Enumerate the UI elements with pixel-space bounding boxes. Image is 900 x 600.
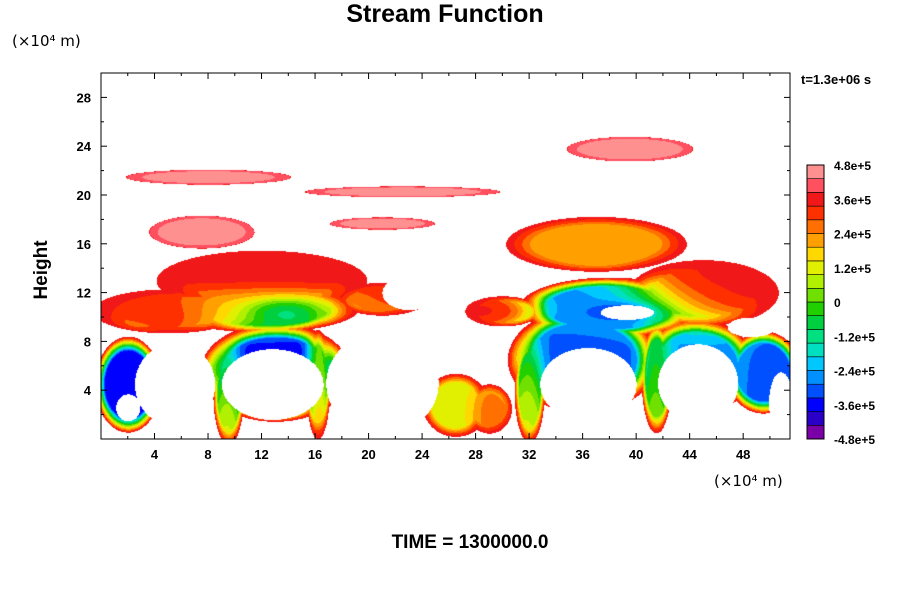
- colorbar-swatch: [806, 370, 825, 385]
- y-tick-label: 12: [77, 286, 91, 301]
- colorbar-tick-label: -1.2e+5: [834, 330, 875, 344]
- colorbar-tick-label: 0: [834, 296, 841, 310]
- colorbar-tick-label: -4.8e+5: [834, 433, 875, 447]
- y-tick-label: 20: [77, 188, 91, 203]
- stream-function-field: [101, 73, 790, 439]
- x-tick-label: 12: [254, 447, 268, 462]
- colorbar-swatch: [806, 205, 825, 221]
- colorbar-tick-label: -3.6e+5: [834, 399, 875, 413]
- x-tick-label: 16: [308, 447, 322, 462]
- colorbar-swatch: [806, 315, 825, 330]
- colorbar-swatch: [806, 397, 825, 412]
- y-tick-label: 16: [77, 237, 91, 252]
- plot-frame: [100, 72, 791, 440]
- colorbar-tick-label: 2.4e+5: [834, 228, 871, 242]
- colorbar-swatch: [806, 219, 825, 234]
- x-tick-label: 28: [468, 447, 482, 462]
- colorbar-swatch: [806, 287, 825, 303]
- x-tick-label: 32: [522, 447, 536, 462]
- colorbar-tick-label: -2.4e+5: [834, 365, 875, 379]
- x-unit-label: (×10⁴ m): [714, 472, 783, 490]
- colorbar-swatch: [806, 301, 825, 316]
- colorbar-swatch: [806, 356, 825, 371]
- colorbar-frame: [806, 164, 825, 440]
- y-tick-label: 4: [84, 383, 92, 398]
- x-tick-label: 36: [575, 447, 589, 462]
- colorbar-swatch: [806, 246, 825, 262]
- time-footer: TIME = 1300000.0: [391, 532, 549, 553]
- y-tick-label: 28: [77, 90, 91, 105]
- chart-title: Stream Function: [346, 0, 544, 28]
- x-tick-label: 8: [204, 447, 211, 462]
- x-tick-label: 4: [151, 447, 159, 462]
- x-tick-label: 48: [736, 447, 750, 462]
- colorbar-swatch: [806, 178, 825, 193]
- x-tick-label: 20: [361, 447, 375, 462]
- colorbar-swatch: [806, 342, 825, 358]
- y-tick-label: 24: [77, 139, 92, 154]
- colorbar-swatch: [806, 383, 825, 399]
- colorbar-swatch: [806, 233, 825, 248]
- colorbar-swatch: [806, 329, 825, 344]
- colorbar-swatch: [806, 411, 825, 426]
- x-tick-label: 24: [415, 447, 430, 462]
- y-tick-label: 8: [84, 334, 91, 349]
- x-tick-label: 44: [682, 447, 697, 462]
- colorbar-swatch: [806, 192, 825, 207]
- colorbar-swatch: [806, 260, 825, 275]
- colorbar-tick-label: 3.6e+5: [834, 193, 871, 207]
- y-axis-label: Height: [31, 240, 52, 300]
- time-stamp: t=1.3e+06 s: [801, 72, 872, 87]
- x-tick-label: 40: [629, 447, 643, 462]
- colorbar-tick-label: 4.8e+5: [834, 159, 871, 173]
- y-unit-label: (×10⁴ m): [12, 32, 81, 50]
- colorbar-swatch: [806, 164, 825, 179]
- colorbar-tick-label: 1.2e+5: [834, 262, 871, 276]
- colorbar-swatch: [806, 274, 825, 289]
- colorbar-swatch: [806, 424, 825, 440]
